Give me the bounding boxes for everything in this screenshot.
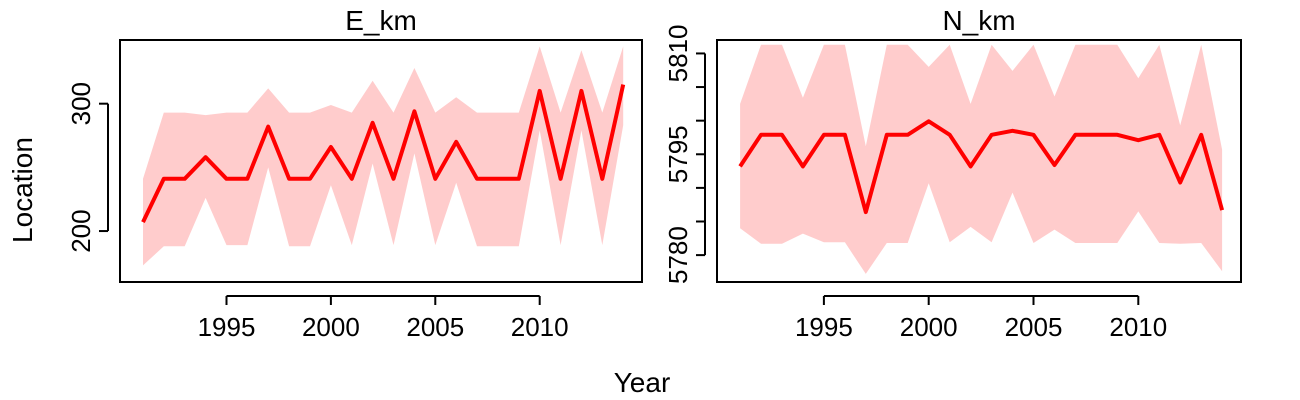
y-tick-label-e-km: 300	[66, 82, 96, 125]
x-tick-label-n-km: 2005	[1005, 312, 1063, 342]
x-tick-label-e-km: 1995	[198, 312, 256, 342]
y-tick-label-e-km: 200	[66, 209, 96, 252]
panel-n-km: N_km 1995 2000 2005 2010 5780 5795 5810	[663, 5, 1242, 342]
confidence-band-n-km	[740, 44, 1223, 274]
series-line-n-km	[738, 119, 1225, 215]
y-tick-label-n-km: 5780	[663, 226, 693, 284]
y-tick-label-n-km: 5795	[663, 125, 693, 183]
chart-title-n-km: N_km	[942, 5, 1015, 36]
x-tick-label-n-km: 2000	[900, 312, 958, 342]
panels: E_km 1995 2000 2005 2010 200 300 N_km 1995 2000 20…	[66, 5, 1242, 342]
x-tick-label-n-km: 1995	[795, 312, 853, 342]
chart-title-e-km: E_km	[345, 5, 417, 36]
y-tick-label-n-km: 5810	[663, 24, 693, 82]
x-tick-label-n-km: 2010	[1109, 312, 1167, 342]
plot-frame-n-km	[716, 39, 1242, 283]
x-axis-label: Year	[614, 367, 671, 398]
x-tick-label-e-km: 2010	[511, 312, 569, 342]
y-axis-label: Location	[7, 137, 38, 243]
plot-frame-e-km	[119, 39, 643, 283]
panel-e-km: E_km 1995 2000 2005 2010 200 300	[66, 5, 643, 342]
series-line-e-km	[141, 84, 626, 223]
x-tick-label-e-km: 2005	[406, 312, 464, 342]
x-tick-label-e-km: 2000	[302, 312, 360, 342]
